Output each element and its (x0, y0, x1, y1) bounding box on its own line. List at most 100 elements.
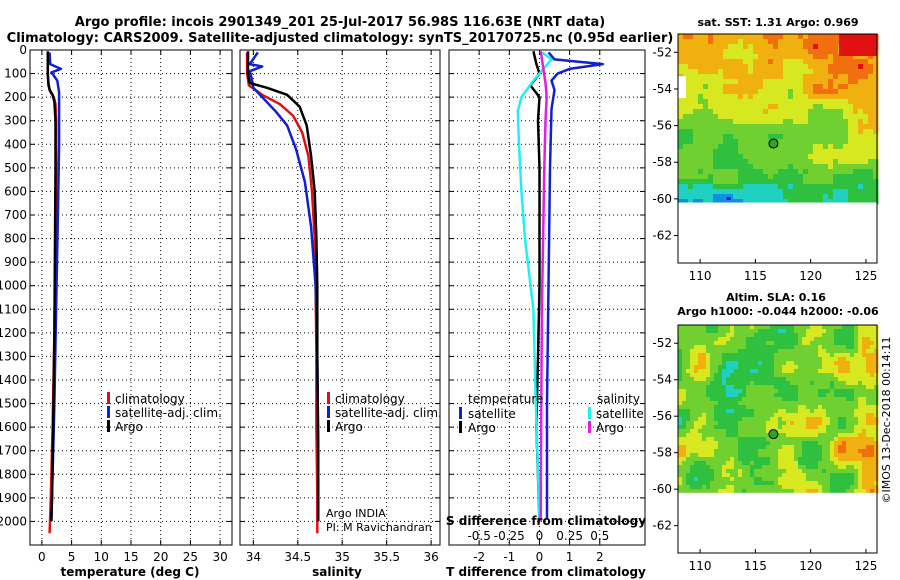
heatmap-cell (842, 417, 847, 422)
heatmap-cell (753, 189, 759, 195)
heatmap-cell (778, 79, 784, 85)
heatmap-cell (783, 159, 789, 165)
heatmap-cell (854, 417, 859, 422)
heatmap-cell (830, 341, 835, 346)
heatmap-cell (738, 369, 743, 374)
heatmap-cell (850, 449, 855, 454)
heatmap-cell (842, 325, 847, 330)
heatmap-cell (754, 397, 759, 402)
heatmap-cell (862, 485, 867, 490)
heatmap-cell (722, 373, 727, 378)
heatmap-cell (743, 159, 749, 165)
heatmap-cell (846, 481, 851, 486)
heatmap-cell (830, 477, 835, 482)
heatmap-cell (806, 329, 811, 334)
heatmap-cell (726, 421, 731, 426)
heatmap-cell (782, 413, 787, 418)
heatmap-cell (778, 469, 783, 474)
heatmap-cell (868, 154, 874, 160)
heatmap-cell (874, 397, 879, 402)
heatmap-cell (846, 473, 851, 478)
heatmap-cell (768, 199, 774, 205)
heatmap-cell (802, 349, 807, 354)
heatmap-cell (814, 325, 819, 330)
heatmap-cell (714, 469, 719, 474)
heatmap-cell (773, 44, 779, 50)
heatmap-cell (848, 199, 854, 205)
heatmap-cell (803, 199, 809, 205)
heatmap-cell (730, 477, 735, 482)
heatmap-cell (802, 441, 807, 446)
heatmap-cell (688, 94, 694, 100)
heatmap-cell (708, 184, 714, 190)
heatmap-cell (743, 49, 749, 55)
heatmap-cell (838, 154, 844, 160)
heatmap-cell (768, 164, 774, 170)
heatmap-cell (698, 461, 703, 466)
heatmap-cell (828, 44, 834, 50)
heatmap-cell (858, 79, 864, 85)
heatmap-cell (806, 349, 811, 354)
heatmap-cell (798, 34, 804, 40)
heatmap-cell (678, 104, 684, 110)
heatmap-cell (783, 69, 789, 75)
heatmap-cell (713, 119, 719, 125)
heatmap-cell (833, 169, 839, 175)
heatmap-cell (830, 389, 835, 394)
heatmap-cell (746, 405, 751, 410)
heatmap-cell (718, 69, 724, 75)
heatmap-cell (822, 425, 827, 430)
heatmap-cell (778, 99, 784, 105)
heatmap-cell (823, 69, 829, 75)
heatmap-cell (766, 401, 771, 406)
heatmap-cell (750, 389, 755, 394)
heatmap-cell (758, 74, 764, 80)
heatmap-cell (778, 481, 783, 486)
heatmap-cell (708, 119, 714, 125)
heatmap-cell (790, 417, 795, 422)
heatmap-cell (678, 349, 683, 354)
heatmap-cell (846, 409, 851, 414)
heatmap-cell (818, 373, 823, 378)
heatmap-cell (794, 393, 799, 398)
heatmap-cell (690, 333, 695, 338)
heatmap-cell (822, 329, 827, 334)
heatmap-cell (810, 453, 815, 458)
heatmap-cell (873, 199, 879, 205)
heatmap-cell (803, 74, 809, 80)
heatmap-cell (708, 104, 714, 110)
heatmap-cell (768, 34, 774, 40)
heatmap-cell (862, 325, 867, 330)
heatmap-cell (793, 129, 799, 135)
heatmap-cell (783, 134, 789, 140)
heatmap-cell (818, 169, 824, 175)
heatmap-cell (874, 413, 879, 418)
heatmap-cell (693, 119, 699, 125)
heatmap-cell (693, 199, 699, 205)
heatmap-cell (843, 79, 849, 85)
heatmap-cell (683, 119, 689, 125)
heatmap-cell (833, 159, 839, 165)
sla-map-panel: 110 115 120 125-52-54-56-58-60-62 (652, 324, 879, 573)
heatmap-cell (678, 134, 684, 140)
heatmap-cell (858, 129, 864, 135)
heatmap-cell (702, 489, 707, 494)
heatmap-cell (706, 489, 711, 494)
heatmap-cell (682, 393, 687, 398)
heatmap-cell (766, 473, 771, 478)
heatmap-cell (694, 389, 699, 394)
heatmap-cell (683, 144, 689, 150)
heatmap-cell (793, 104, 799, 110)
heatmap-cell (778, 139, 784, 145)
heatmap-cell (778, 49, 784, 55)
heatmap-cell (866, 329, 871, 334)
heatmap-cell (683, 39, 689, 45)
heatmap-cell (683, 49, 689, 55)
heatmap-cell (766, 477, 771, 482)
heatmap-cell (814, 481, 819, 486)
heatmap-cell (718, 89, 724, 95)
heatmap-cell (768, 64, 774, 70)
heatmap-cell (790, 469, 795, 474)
heatmap-cell (726, 481, 731, 486)
heatmap-cell (742, 381, 747, 386)
